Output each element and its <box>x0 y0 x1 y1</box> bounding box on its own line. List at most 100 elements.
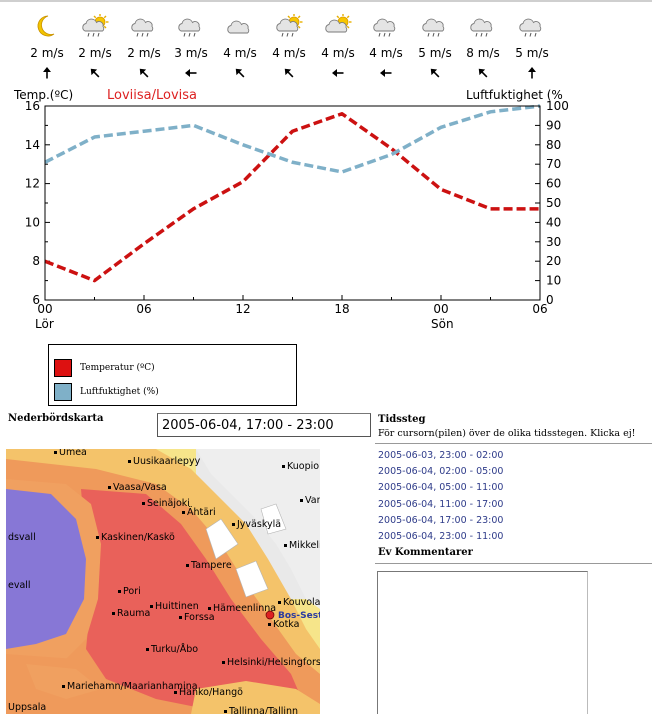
timestep-link[interactable]: 2005-06-04, 02:00 - 05:00 <box>378 466 504 478</box>
map-place: dsvall <box>6 532 36 543</box>
north-arrow-icon <box>528 67 536 79</box>
divider <box>375 443 652 444</box>
x-tick-label: 12 <box>235 302 250 316</box>
forecast-cell: 4 m/s <box>219 14 261 80</box>
sun-cloud-rain-icon <box>276 14 303 37</box>
precipitation-map: Umea Uusikaarlepyy Kuopio Vaasa/Vasa Sei… <box>6 449 320 714</box>
y-right-tick-label: 40 <box>546 215 561 229</box>
x-tick-label: 06 <box>532 302 547 316</box>
temperature-series-line <box>44 112 540 283</box>
forecast-cell: 8 m/s <box>462 14 504 80</box>
northwest-arrow-icon <box>139 68 149 78</box>
cloud-rain-icon <box>470 18 493 37</box>
chart-legend: Temperatur (ºC) Luftfuktighet (%) <box>48 344 297 406</box>
x-day-label: Sön <box>431 317 454 331</box>
plot-frame <box>44 105 541 301</box>
northwest-arrow-icon <box>284 68 294 78</box>
y-left-tick-label: 16 <box>25 99 40 113</box>
northwest-arrow-icon <box>478 68 488 78</box>
cloud-rain-icon <box>422 18 445 37</box>
map-place: Jyväskylä <box>232 519 281 530</box>
x-tick-label: 00 <box>37 302 52 316</box>
wind-speed: 4 m/s <box>223 46 257 60</box>
map-place: Tallinna/Tallinn <box>224 706 298 714</box>
map-place: Hämeenlinna <box>208 603 276 614</box>
cloud-rain-icon <box>178 18 201 37</box>
timesteps-help: För cursorn(pilen) över de olika tidsste… <box>378 428 636 439</box>
map-place: Forssa <box>179 612 215 623</box>
timestep-link[interactable]: 2005-06-04, 05:00 - 11:00 <box>378 482 504 494</box>
map-place: Rauma <box>112 608 150 619</box>
y-left-tick-label: 14 <box>25 138 40 152</box>
legend-swatch-humidity <box>54 383 72 401</box>
precip-map-title: Nederbördskarta <box>8 413 104 424</box>
cloud-rain-icon <box>131 18 154 37</box>
legend-item-humidity: Luftfuktighet (%) <box>54 383 159 401</box>
forecast-cell: 2 m/s <box>26 14 68 80</box>
map-place: Varkaus <box>300 495 320 506</box>
y-left-tick-label: 10 <box>25 215 40 229</box>
wind-speed: 8 m/s <box>466 46 500 60</box>
comments-box <box>377 571 588 714</box>
west-arrow-icon <box>380 69 392 77</box>
wind-speed: 2 m/s <box>127 46 161 60</box>
y-left-tick-label: 8 <box>32 254 40 268</box>
divider <box>375 563 652 564</box>
map-place: Kaskinen/Kaskö <box>96 532 175 543</box>
map-place: Pori <box>118 586 141 597</box>
map-place: Hanko/Hangö <box>174 687 243 698</box>
map-place: Turku/Åbo <box>146 644 198 655</box>
x-tick-label: 00 <box>433 302 448 316</box>
forecast-cell: 2 m/s <box>123 14 165 80</box>
moon-icon <box>37 15 55 37</box>
chart-title: Loviisa/Lovisa <box>107 88 198 103</box>
wind-speed: 4 m/s <box>272 46 306 60</box>
wind-speed: 5 m/s <box>515 46 549 60</box>
wind-speed: 3 m/s <box>174 46 208 60</box>
y-right-tick-label: 50 <box>546 196 561 210</box>
y-right-tick-label: 80 <box>546 138 561 152</box>
map-place: Kouvola <box>278 597 320 608</box>
map-place: Ähtäri <box>182 507 216 518</box>
cloud-rain-icon <box>519 18 542 37</box>
timestep-link[interactable]: 2005-06-04, 17:00 - 23:00 <box>378 514 504 526</box>
cloud-rain-icon <box>373 18 396 37</box>
forecast-cell: 5 m/s <box>511 14 553 80</box>
map-place: Uusikaarlepyy <box>128 456 200 467</box>
timestep-link[interactable]: 2005-06-04, 23:00 - 11:00 <box>378 531 504 542</box>
legend-label-temperature: Temperatur (ºC) <box>80 363 155 373</box>
map-place: Huittinen <box>150 601 199 612</box>
y-left-tick-label: 12 <box>25 177 40 191</box>
sun-cloud-rain-icon <box>82 14 109 37</box>
timestep-link[interactable]: 2005-06-03, 23:00 - 02:00 <box>378 450 504 461</box>
timestep-link[interactable]: 2005-06-04, 11:00 - 17:00 <box>378 498 504 510</box>
y-right-tick-label: 90 <box>546 118 561 132</box>
timesteps-title: Tidssteg <box>378 414 426 425</box>
forecast-cell: 3 m/s <box>170 14 212 80</box>
y-right-tick-label: 30 <box>546 235 561 249</box>
y-right-tick-label: 0 <box>546 293 554 307</box>
map-place: Mariehamn/Maarianhamina <box>62 681 198 692</box>
period-field[interactable] <box>157 413 371 437</box>
forecast-cell: 4 m/s <box>317 14 359 80</box>
y-right-tick-label: 20 <box>546 254 561 268</box>
map-image <box>6 449 320 714</box>
map-place: Helsinki/Helsingfors <box>222 657 320 668</box>
northwest-arrow-icon <box>90 68 100 78</box>
comments-title: Ev Kommentarer <box>378 547 473 558</box>
forecast-cell: 5 m/s <box>414 14 456 80</box>
wind-speed: 5 m/s <box>418 46 452 60</box>
cloud-icon <box>227 20 250 34</box>
map-marker-label: Bos-Sestu <box>278 611 320 621</box>
north-arrow-icon <box>43 67 51 79</box>
map-place: Seinäjoki <box>142 498 190 509</box>
y-right-tick-label: 60 <box>546 177 561 191</box>
wind-speed: 4 m/s <box>369 46 403 60</box>
map-place: Umea <box>54 449 87 458</box>
map-place: Mikkeli <box>284 540 320 551</box>
x-day-label: Lör <box>35 317 54 331</box>
map-place: Vaasa/Vasa <box>108 482 167 493</box>
sun-cloud-icon <box>325 14 352 33</box>
map-place: Tampere <box>186 560 232 571</box>
y-left-tick-label: 6 <box>32 293 40 307</box>
